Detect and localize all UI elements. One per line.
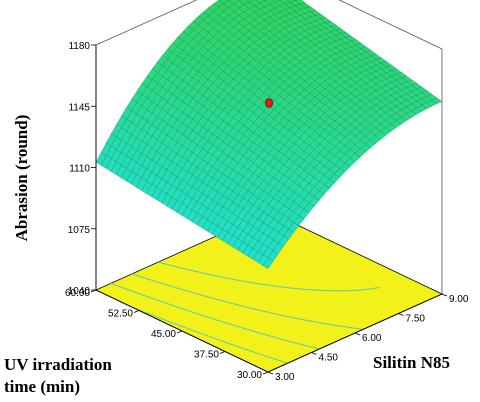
x-tick-mark xyxy=(398,313,404,316)
x-tick-labels: 3.00 4.50 6.00 7.50 9.00 xyxy=(275,294,469,383)
box-edge xyxy=(95,0,198,46)
floor-contour xyxy=(133,307,288,364)
z-tick-label: 1075 xyxy=(68,225,91,236)
y-tick-labels: 30.00 37.50 45.00 52.50 60.00 xyxy=(65,288,262,381)
x-tick-mark xyxy=(441,293,448,297)
x-tick-mark xyxy=(311,352,317,355)
y-tick-label: 30.00 xyxy=(237,370,262,381)
y-tick-mark xyxy=(176,330,183,334)
y-axis-title-line1: UV irradiation xyxy=(4,355,112,374)
y-tick-label: 45.00 xyxy=(151,329,176,340)
y-tick-mark xyxy=(133,310,140,313)
x-tick-mark xyxy=(267,371,274,375)
floor-contour xyxy=(131,273,364,330)
y-tick-label: 37.50 xyxy=(194,350,219,361)
response-surface xyxy=(95,0,443,269)
x-tick-label: 7.50 xyxy=(406,314,426,325)
x-tick-mark xyxy=(354,332,361,336)
y-tick-mark xyxy=(262,371,269,375)
box-edge xyxy=(338,0,443,50)
x-tick-label: 9.00 xyxy=(449,294,469,305)
y-tick-mark xyxy=(90,289,97,293)
z-tick-label: 1145 xyxy=(68,102,90,113)
z-tick-labels: 1040 1075 1110 1145 1180 xyxy=(68,41,91,297)
axis-ticks xyxy=(90,44,448,375)
surface-cell xyxy=(262,257,274,269)
x-axis-title: Silitin N85 xyxy=(373,353,450,372)
y-tick-mark xyxy=(219,351,226,354)
z-tick-label: 1180 xyxy=(68,41,90,52)
y-tick-label: 60.00 xyxy=(65,288,90,299)
floor-contour xyxy=(158,261,380,292)
x-tick-label: 6.00 xyxy=(362,333,382,344)
design-point-marker xyxy=(264,98,273,108)
x-tick-label: 3.00 xyxy=(275,372,295,383)
design-point xyxy=(264,98,273,108)
floor-contour xyxy=(110,282,320,350)
x-tick-label: 4.50 xyxy=(319,353,339,364)
z-tick-label: 1110 xyxy=(69,164,90,175)
z-axis-title: Abrasion (round) xyxy=(12,115,31,242)
y-tick-label: 52.50 xyxy=(108,309,133,320)
z-tick-label: 1040 xyxy=(68,286,91,297)
y-axis-title-line2: time (min) xyxy=(4,377,80,396)
